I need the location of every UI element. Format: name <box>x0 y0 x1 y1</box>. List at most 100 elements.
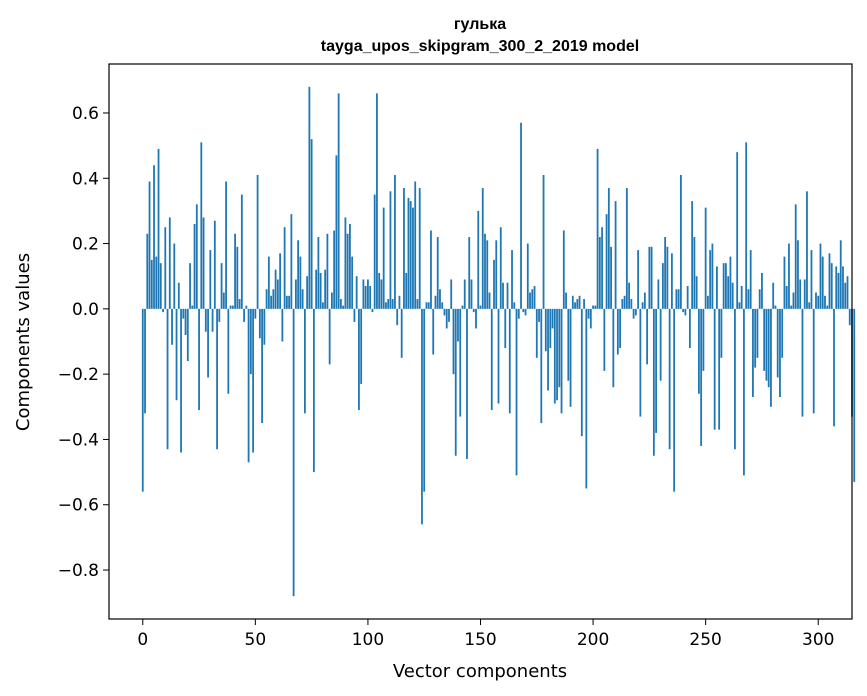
bar-142 <box>461 305 464 309</box>
bar-92 <box>349 223 351 309</box>
bar-96 <box>358 308 360 411</box>
bar-26 <box>200 142 203 309</box>
bar-316 <box>853 308 856 482</box>
bar-41 <box>234 233 236 309</box>
bar-246 <box>695 276 698 309</box>
bar-297 <box>810 250 813 309</box>
bar-263 <box>734 308 736 450</box>
bar-23 <box>193 223 196 309</box>
bar-33 <box>216 308 218 450</box>
bar-265 <box>738 302 741 309</box>
bar-226 <box>650 246 653 309</box>
y-tick-label-7: 0.6 <box>72 104 99 124</box>
bar-19 <box>184 308 187 335</box>
bar-140 <box>457 308 459 342</box>
bar-149 <box>477 210 480 309</box>
bar-284 <box>781 308 784 358</box>
bar-237 <box>675 289 678 309</box>
x-tick-label-300: 300 <box>802 630 834 650</box>
bar-28 <box>204 308 207 332</box>
bar-1 <box>144 308 146 414</box>
bar-289 <box>792 292 795 309</box>
x-tick-label-150: 150 <box>464 630 496 650</box>
bar-233 <box>666 246 669 309</box>
bar-249 <box>702 308 705 371</box>
bar-313 <box>846 276 849 309</box>
bar-194 <box>578 295 581 309</box>
bar-274 <box>758 289 761 309</box>
bar-62 <box>281 308 284 342</box>
bar-230 <box>659 308 662 381</box>
bar-213 <box>621 299 624 309</box>
plot-frame <box>108 63 853 620</box>
bar-65 <box>288 295 291 309</box>
bar-248 <box>700 308 703 446</box>
bar-209 <box>612 308 615 388</box>
bar-197 <box>585 308 588 489</box>
bar-212 <box>619 308 621 349</box>
bar-63 <box>283 227 286 309</box>
y-tick-label-2: −0.4 <box>58 430 99 450</box>
bar-232 <box>664 237 667 309</box>
bar-288 <box>790 305 793 309</box>
bar-239 <box>679 175 682 309</box>
bar-118 <box>407 197 410 309</box>
bar-5 <box>153 165 155 309</box>
bar-72 <box>303 308 306 414</box>
bar-86 <box>335 155 338 309</box>
bar-196 <box>583 299 585 309</box>
bar-206 <box>605 214 608 309</box>
y-tick-label-6: 0.4 <box>72 169 99 189</box>
bar-15 <box>175 308 178 401</box>
bar-88 <box>340 299 342 309</box>
bar-114 <box>398 295 401 309</box>
bar-184 <box>556 308 558 401</box>
bar-143 <box>463 279 466 309</box>
bar-66 <box>290 214 293 309</box>
bar-117 <box>405 272 408 309</box>
bar-269 <box>747 289 750 309</box>
bar-69 <box>297 240 300 309</box>
bar-167 <box>517 308 520 319</box>
bar-277 <box>765 308 768 381</box>
bar-115 <box>400 308 403 358</box>
x-tick-label-50: 50 <box>245 630 267 650</box>
bar-17 <box>180 308 182 453</box>
bar-175 <box>535 308 538 358</box>
bar-50 <box>254 308 257 319</box>
bar-225 <box>648 246 651 309</box>
bar-296 <box>808 302 811 309</box>
bar-100 <box>367 279 369 309</box>
y-tick-label-1: −0.6 <box>58 496 99 516</box>
bar-22 <box>191 305 194 309</box>
bar-14 <box>173 243 176 309</box>
bar-292 <box>799 279 802 309</box>
bar-132 <box>439 289 441 309</box>
bar-178 <box>542 175 545 309</box>
bar-189 <box>567 308 570 381</box>
bar-75 <box>310 139 313 309</box>
bar-148 <box>475 308 477 329</box>
bar-52 <box>258 308 261 339</box>
bar-55 <box>265 289 268 309</box>
chart-title: гулька <box>454 16 506 33</box>
bar-256 <box>718 308 721 430</box>
bar-103 <box>373 194 376 309</box>
bar-164 <box>511 250 513 309</box>
bar-54 <box>263 308 266 345</box>
bar-25 <box>198 308 200 411</box>
bar-129 <box>432 308 435 355</box>
bar-134 <box>443 308 446 316</box>
bar-128 <box>430 230 432 309</box>
bar-160 <box>502 282 504 309</box>
bar-309 <box>837 272 840 309</box>
bar-67 <box>292 308 295 597</box>
bar-287 <box>788 243 790 309</box>
bar-271 <box>752 308 754 397</box>
bar-6 <box>155 256 158 309</box>
bar-87 <box>337 93 340 309</box>
bar-135 <box>445 308 448 329</box>
bar-291 <box>797 240 799 309</box>
bar-37 <box>225 181 227 309</box>
bar-102 <box>371 308 374 313</box>
